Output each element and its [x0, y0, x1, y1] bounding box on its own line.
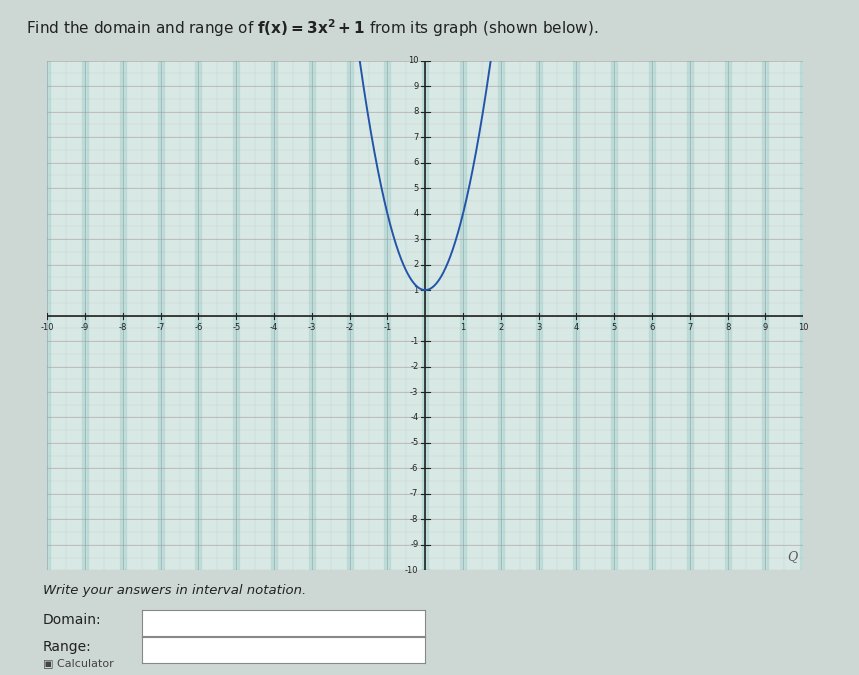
Bar [762, 61, 769, 570]
Text: -6: -6 [194, 323, 203, 332]
Text: 2: 2 [498, 323, 503, 332]
Bar [724, 61, 731, 570]
Text: 8: 8 [725, 323, 730, 332]
Bar [422, 61, 429, 570]
Text: Range:: Range: [43, 640, 92, 654]
Bar [119, 61, 126, 570]
Text: 1: 1 [413, 286, 418, 294]
Text: -7: -7 [156, 323, 165, 332]
Text: -5: -5 [232, 323, 241, 332]
Text: -5: -5 [410, 439, 418, 448]
Bar [573, 61, 580, 570]
Bar [44, 61, 51, 570]
Bar [611, 61, 618, 570]
Text: 2: 2 [413, 260, 418, 269]
Bar [686, 61, 693, 570]
Text: 7: 7 [413, 133, 418, 142]
Text: -10: -10 [405, 566, 418, 575]
Text: -2: -2 [410, 362, 418, 371]
Text: -1: -1 [383, 323, 392, 332]
Bar [460, 61, 466, 570]
Text: 6: 6 [413, 158, 418, 167]
Text: 4: 4 [574, 323, 579, 332]
Text: -4: -4 [410, 413, 418, 422]
Text: 7: 7 [687, 323, 692, 332]
Bar [82, 61, 88, 570]
Text: 1: 1 [460, 323, 466, 332]
Bar [649, 61, 655, 570]
Bar [233, 61, 240, 570]
Bar [800, 61, 807, 570]
Bar [535, 61, 542, 570]
Text: 9: 9 [413, 82, 418, 90]
Text: -8: -8 [119, 323, 127, 332]
Text: 3: 3 [413, 235, 418, 244]
Text: -4: -4 [270, 323, 278, 332]
Text: -2: -2 [345, 323, 354, 332]
Bar [346, 61, 353, 570]
Text: -10: -10 [40, 323, 54, 332]
Text: -3: -3 [410, 387, 418, 396]
Text: -8: -8 [410, 515, 418, 524]
Text: ▣ Calculator: ▣ Calculator [43, 658, 113, 668]
Bar [195, 61, 202, 570]
Text: -7: -7 [410, 489, 418, 498]
Bar [271, 61, 277, 570]
Bar [157, 61, 164, 570]
Text: -6: -6 [410, 464, 418, 473]
Text: Q: Q [787, 549, 797, 563]
Text: 9: 9 [763, 323, 768, 332]
Text: -9: -9 [410, 541, 418, 549]
Text: -9: -9 [81, 323, 89, 332]
Text: 10: 10 [798, 323, 808, 332]
Text: Find the domain and range of $\mathbf{f(x) = 3x^2 + 1}$ from its graph (shown be: Find the domain and range of $\mathbf{f(… [26, 17, 598, 38]
Text: 10: 10 [408, 56, 418, 65]
Text: 5: 5 [612, 323, 617, 332]
Text: Write your answers in interval notation.: Write your answers in interval notation. [43, 584, 306, 597]
Text: -1: -1 [410, 337, 418, 346]
Text: 4: 4 [413, 209, 418, 218]
Text: -3: -3 [308, 323, 316, 332]
Text: 6: 6 [649, 323, 655, 332]
Text: Domain:: Domain: [43, 613, 101, 627]
Bar [384, 61, 391, 570]
Bar [308, 61, 315, 570]
Bar [497, 61, 504, 570]
Text: 5: 5 [413, 184, 418, 192]
Text: 3: 3 [536, 323, 541, 332]
Text: 8: 8 [413, 107, 418, 116]
